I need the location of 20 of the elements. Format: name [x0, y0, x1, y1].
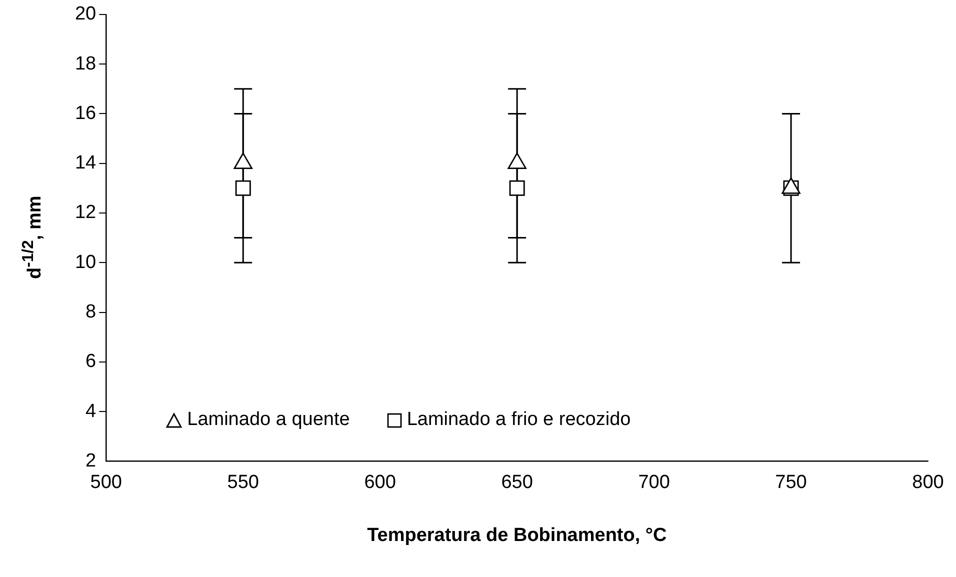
- y-tick-label: 4: [86, 400, 97, 422]
- x-tick-label: 500: [90, 472, 122, 493]
- legend-label: Laminado a quente: [187, 409, 350, 432]
- y-tick-label: 14: [74, 152, 97, 174]
- x-tick-label: 800: [912, 472, 944, 493]
- y-tick-label: 10: [74, 252, 96, 273]
- x-tick-label: 550: [227, 472, 259, 493]
- legend-label: Laminado a frio e recozido: [406, 409, 631, 432]
- x-tick-label: 650: [501, 472, 533, 493]
- x-tick-label: 600: [364, 472, 396, 493]
- y-tick-label: 16: [74, 102, 96, 124]
- y-tick-label: 18: [74, 53, 96, 74]
- x-axis-title: Temperatura de Bobinamento, °C: [367, 525, 667, 547]
- x-tick-label: 700: [638, 472, 670, 493]
- y-tick-label: 6: [86, 351, 96, 372]
- y-tick-label: 20: [74, 4, 96, 25]
- y-tick-label: 12: [74, 202, 96, 224]
- y-tick-label: 8: [86, 302, 96, 322]
- y-tick-label: 2: [86, 450, 96, 472]
- x-tick-label: 750: [775, 472, 807, 493]
